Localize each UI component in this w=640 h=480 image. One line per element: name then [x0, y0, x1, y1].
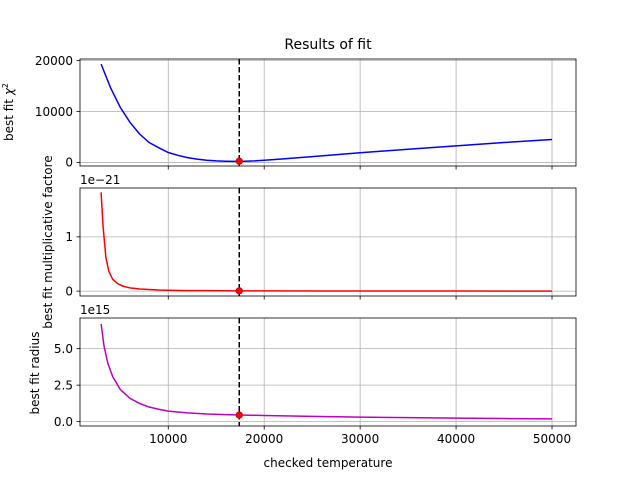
radius-series-line: [100, 323, 553, 420]
chi2-panel: best fit χ2 0 10000 20000: [1, 54, 577, 170]
radius-y-tick-label: 5.0: [54, 342, 73, 356]
chi2-series-line: [100, 63, 553, 163]
x-tick-label: 40000: [437, 432, 475, 446]
chi2-ylabel-sup: 2: [1, 83, 10, 88]
chi2-y-tick-label: 0: [65, 156, 73, 170]
multiplicative-factor-y-tick-label: 1: [65, 230, 73, 244]
multiplicative-factor-series-line: [100, 192, 553, 292]
multiplicative-factor-axes-frame: [79, 187, 577, 297]
radius-axes-frame: [79, 317, 577, 427]
radius-y-tick-label: 2.5: [54, 378, 73, 392]
radius-best-fit-marker: [235, 411, 243, 419]
x-tick-label: 50000: [533, 432, 571, 446]
multiplicative-factor-best-fit-marker: [235, 287, 243, 295]
multiplicative-factor-panel: 1e−21 best fit multiplicative factore 0 1: [41, 155, 577, 329]
x-axis-label: checked temperature: [264, 456, 393, 470]
chi2-axes-frame: [79, 58, 577, 167]
radius-panel: 1e15 best fit radius 0.0 2.5 5.0 10000 20000…: [28, 303, 577, 446]
chi2-ylabel-symbol: χ: [2, 87, 16, 96]
multiplicative-factor-offset-text: 1e−21: [80, 173, 120, 187]
radius-offset-text: 1e15: [80, 303, 110, 317]
radius-y-axis-label: best fit radius: [28, 332, 42, 415]
x-tick-label: 20000: [245, 432, 283, 446]
radius-y-tick-label: 0.0: [54, 415, 73, 429]
chi2-y-tick-label: 20000: [35, 54, 73, 68]
multiplicative-factor-y-tick-label: 0: [65, 284, 73, 298]
multiplicative-factor-y-axis-label: best fit multiplicative factore: [41, 155, 55, 328]
x-tick-label: 30000: [341, 432, 379, 446]
chart-title: Results of fit: [284, 37, 372, 53]
chi2-best-fit-marker: [235, 157, 243, 165]
chi2-ylabel-prefix: best fit: [2, 95, 16, 141]
chi2-y-axis-label: best fit χ2: [1, 83, 16, 141]
chi2-y-tick-label: 10000: [35, 105, 73, 119]
x-tick-label: 10000: [149, 432, 187, 446]
